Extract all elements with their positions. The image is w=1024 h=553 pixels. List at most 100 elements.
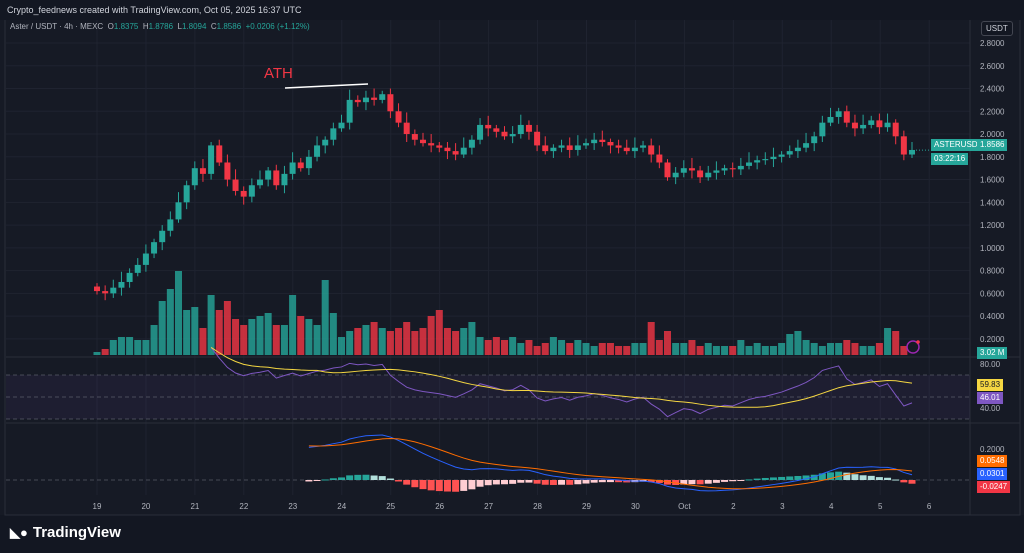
- date-axis-label: 5: [878, 502, 883, 511]
- macd-histogram-bar: [712, 480, 720, 483]
- candle-body: [232, 179, 239, 191]
- candle-body: [607, 142, 614, 146]
- candle-body: [493, 128, 500, 132]
- candle-body: [762, 159, 769, 161]
- candle-body: [477, 124, 484, 140]
- ohlc-legend: Aster / USDT · 4h · MEXC O1.8375 H1.8786…: [10, 22, 310, 31]
- volume-bar: [321, 280, 329, 355]
- candle-body: [713, 170, 720, 173]
- macd-histogram-bar: [827, 472, 834, 480]
- volume-bar: [859, 346, 867, 355]
- volume-bar: [769, 346, 777, 355]
- volume-bar: [142, 340, 150, 355]
- close-label: C: [210, 22, 217, 31]
- macd-signal-tag: 0.0548: [977, 455, 1008, 467]
- price-axis-label: 2.6000: [980, 62, 1005, 71]
- price-axis-label: 1.8000: [980, 153, 1005, 162]
- alert-dot-icon: [916, 340, 920, 344]
- candle-body: [525, 124, 532, 132]
- volume-bar: [623, 346, 631, 355]
- candle-body: [843, 111, 850, 123]
- macd-histogram-bar: [468, 480, 476, 490]
- macd-histogram-bar: [598, 480, 606, 483]
- currency-button[interactable]: USDT: [981, 21, 1013, 36]
- volume-bar: [232, 319, 240, 355]
- volume-bar: [778, 343, 786, 355]
- candle-body: [583, 143, 589, 146]
- candle-body: [746, 162, 752, 166]
- macd-histogram-bar: [346, 475, 354, 480]
- volume-bar: [745, 346, 753, 355]
- volume-bar: [346, 331, 354, 355]
- volume-bar: [753, 343, 761, 355]
- volume-bar: [419, 328, 427, 355]
- price-axis-label: 0.8000: [980, 267, 1005, 276]
- volume-bar: [737, 340, 745, 355]
- volume-bar: [117, 337, 125, 355]
- date-axis-label: 21: [190, 502, 199, 511]
- change-value: +0.0206 (+1.12%): [245, 22, 310, 31]
- volume-bar: [492, 337, 500, 355]
- candle-body: [697, 170, 704, 178]
- candle-body: [591, 139, 598, 144]
- date-axis-label: 23: [288, 502, 297, 511]
- macd-histogram-bar: [704, 480, 712, 484]
- macd-histogram-bar: [574, 480, 582, 485]
- macd-histogram-bar: [900, 480, 908, 483]
- macd-histogram-bar: [859, 475, 867, 480]
- candle-body: [884, 122, 891, 128]
- candle-body: [517, 124, 524, 135]
- volume-bar: [468, 322, 476, 355]
- price-axis-label: 1.2000: [980, 221, 1005, 230]
- volume-bar: [329, 313, 337, 355]
- volume-bar: [215, 310, 223, 355]
- candle-body: [322, 139, 329, 146]
- volume-bar: [786, 334, 794, 355]
- rsi-ma-tag: 59.83: [977, 379, 1004, 391]
- macd-histogram-bar: [769, 477, 777, 480]
- volume-bar: [427, 316, 435, 355]
- price-axis-label: 2.4000: [980, 85, 1005, 94]
- volume-bar: [867, 346, 875, 355]
- date-axis-label: 2: [731, 502, 736, 511]
- volume-bar: [794, 331, 802, 355]
- candle-body: [778, 154, 785, 157]
- candle-body: [876, 120, 883, 128]
- macd-histogram-bar: [794, 475, 802, 480]
- macd-histogram-bar: [386, 478, 394, 480]
- symbol-label[interactable]: Aster / USDT · 4h · MEXC: [10, 22, 104, 31]
- candle-body: [811, 136, 818, 144]
- macd-histogram-bar: [818, 473, 826, 480]
- macd-histogram-bar: [875, 477, 883, 480]
- candle-body: [721, 168, 728, 171]
- volume-bar: [549, 337, 557, 355]
- tradingview-logo[interactable]: ◣● TradingView: [10, 524, 121, 541]
- candle-body: [501, 131, 508, 137]
- volume-bar: [631, 343, 639, 355]
- volume-bar: [150, 325, 158, 355]
- volume-bar: [509, 337, 517, 355]
- volume-bar: [598, 343, 606, 355]
- volume-bar: [558, 340, 566, 355]
- volume-bar: [256, 316, 264, 355]
- volume-bar: [166, 289, 174, 355]
- macd-histogram-bar: [338, 477, 345, 480]
- date-axis-label: 24: [337, 502, 346, 511]
- candle-body: [786, 151, 793, 155]
- macd-histogram-bar: [517, 480, 525, 483]
- rsi-value-tag: 46.01: [977, 392, 1004, 404]
- candle-body: [468, 139, 475, 148]
- volume-bar: [435, 310, 443, 355]
- volume-bar: [452, 331, 460, 355]
- macd-histogram-bar: [721, 480, 729, 482]
- macd-histogram-bar: [525, 480, 533, 483]
- macd-histogram-bar: [892, 479, 900, 481]
- macd-histogram-bar: [321, 479, 329, 481]
- macd-histogram-bar: [696, 480, 704, 485]
- candle-body: [134, 264, 141, 273]
- macd-histogram-bar: [810, 474, 818, 480]
- macd-histogram-bar: [680, 480, 688, 485]
- volume-bar: [664, 331, 671, 355]
- date-axis-label: 3: [780, 502, 785, 511]
